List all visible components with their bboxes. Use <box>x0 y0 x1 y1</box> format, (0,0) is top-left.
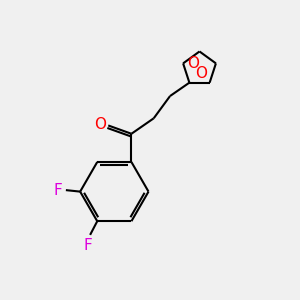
Text: O: O <box>195 66 207 81</box>
Text: F: F <box>54 183 62 198</box>
Text: O: O <box>94 117 106 132</box>
Text: O: O <box>187 56 199 71</box>
Text: F: F <box>84 238 93 253</box>
